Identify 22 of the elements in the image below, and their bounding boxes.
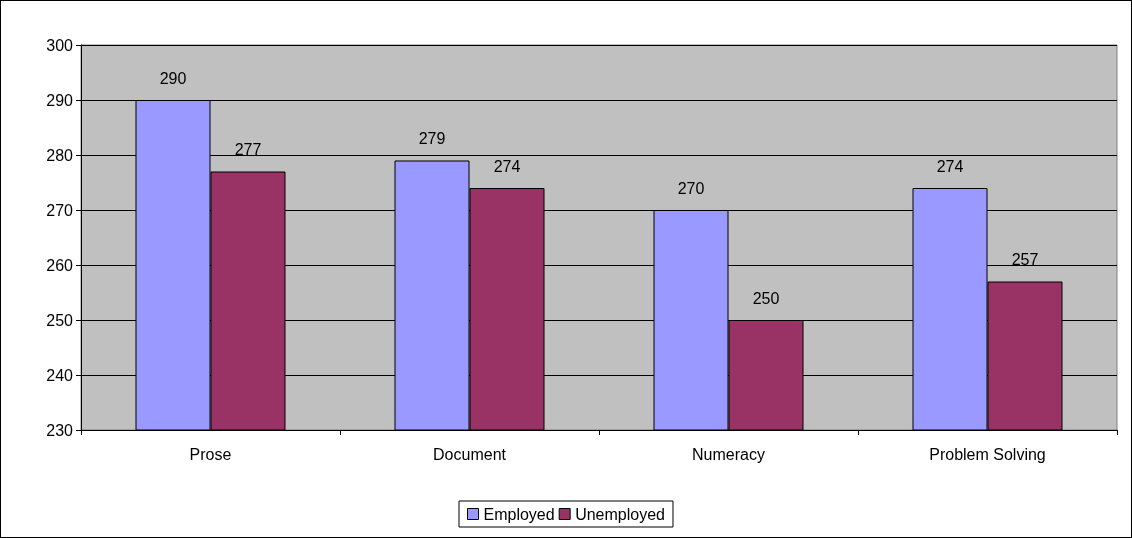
data-label: 279 <box>418 130 446 147</box>
y-tick-label: 260 <box>46 256 74 274</box>
data-label: 274 <box>493 157 521 175</box>
data-label: 274 <box>936 157 964 175</box>
y-tick-label: 230 <box>46 421 74 439</box>
x-tick-label: Prose <box>189 445 232 463</box>
x-tick-label: Document <box>433 445 507 463</box>
legend-label: Employed <box>483 505 555 523</box>
x-tick-label: Problem Solving <box>929 445 1046 463</box>
data-label: 257 <box>1011 251 1039 268</box>
data-label: 250 <box>752 289 780 307</box>
y-tick-label: 250 <box>46 311 74 329</box>
y-tick-label: 240 <box>46 366 74 384</box>
y-tick-label: 270 <box>46 201 74 219</box>
y-tick-label: 300 <box>46 36 74 54</box>
x-tick-label: Numeracy <box>692 445 765 463</box>
y-tick-label: 290 <box>46 91 74 109</box>
y-tick-label: 280 <box>46 146 74 164</box>
data-label: 270 <box>677 179 705 197</box>
data-label: 290 <box>159 69 187 87</box>
data-label: 277 <box>234 141 262 158</box>
legend-label: Unemployed <box>575 505 665 523</box>
